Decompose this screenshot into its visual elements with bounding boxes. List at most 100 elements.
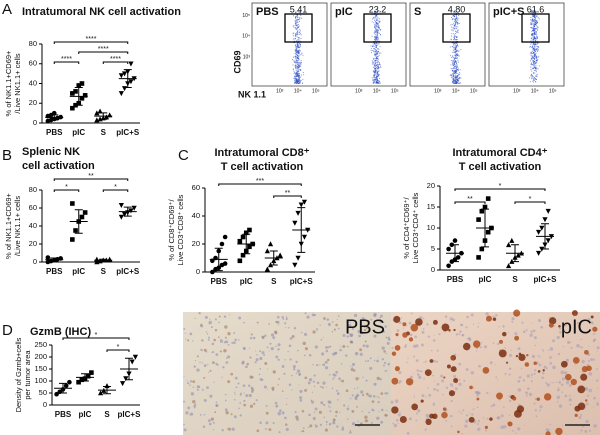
event-dot <box>370 45 372 47</box>
event-dot <box>533 79 535 81</box>
event-dot <box>296 74 298 76</box>
event-dot <box>453 15 455 17</box>
event-dot <box>295 46 297 48</box>
tissue-texture <box>386 341 390 345</box>
event-dot <box>452 15 454 17</box>
event-dot <box>294 60 296 62</box>
tissue-texture <box>214 328 218 332</box>
data-point <box>121 71 128 77</box>
data-point <box>243 230 249 236</box>
data-point <box>222 261 228 266</box>
event-dot <box>373 50 375 52</box>
tissue-texture <box>259 356 263 361</box>
event-dot <box>530 60 531 62</box>
event-dot <box>534 62 536 64</box>
event-dot <box>377 60 379 62</box>
event-dot <box>298 59 300 61</box>
tissue-texture <box>187 406 191 410</box>
significance-label: ** <box>285 190 291 197</box>
event-dot <box>454 37 455 39</box>
tissue-texture <box>307 426 310 429</box>
tissue-texture <box>279 409 282 413</box>
tissue-texture <box>316 364 319 367</box>
tissue-texture <box>495 376 498 379</box>
tissue-texture <box>327 400 330 403</box>
tissue-texture <box>357 329 361 334</box>
event-dot <box>298 64 300 66</box>
event-dot <box>453 59 455 61</box>
event-dot <box>457 69 459 71</box>
event-dot <box>293 40 295 42</box>
x-tick-label: pIC+S <box>290 277 314 286</box>
event-dot <box>293 77 295 79</box>
tissue-texture <box>268 323 270 325</box>
tissue-texture <box>539 405 543 409</box>
event-dot <box>456 50 458 52</box>
tissue-texture <box>588 345 590 347</box>
event-dot <box>375 15 377 17</box>
event-dot <box>295 77 297 79</box>
event-dot <box>373 74 375 76</box>
data-point <box>267 241 274 247</box>
stained-cell <box>590 315 594 319</box>
event-dot <box>294 81 295 83</box>
stained-cell <box>391 377 399 385</box>
event-dot <box>300 63 302 65</box>
event-dot <box>300 34 302 36</box>
event-dot <box>532 73 534 75</box>
tissue-texture <box>340 345 342 347</box>
tissue-texture <box>193 407 196 409</box>
event-dot <box>532 10 534 12</box>
tissue-texture <box>215 404 219 408</box>
event-dot <box>294 53 296 54</box>
stained-cell <box>469 385 473 390</box>
event-dot <box>536 34 538 36</box>
data-point <box>482 204 488 210</box>
tissue-texture <box>246 362 249 366</box>
event-dot <box>380 28 382 30</box>
event-dot <box>453 62 455 64</box>
event-dot <box>453 18 455 20</box>
event-dot <box>296 34 298 36</box>
tissue-texture <box>238 316 242 320</box>
event-dot <box>534 14 536 16</box>
event-dot <box>454 22 456 24</box>
event-dot <box>376 53 378 55</box>
event-dot <box>292 64 294 66</box>
error-bar <box>50 257 59 263</box>
panel-letter: A <box>2 1 12 18</box>
tissue-texture <box>436 383 440 386</box>
tissue-texture <box>458 378 461 381</box>
tissue-texture <box>406 431 410 435</box>
event-dot <box>378 70 380 72</box>
event-dot <box>457 32 459 34</box>
event-dot <box>453 71 455 73</box>
event-dot <box>456 43 458 45</box>
event-dot <box>534 11 536 13</box>
event-dot <box>537 48 539 50</box>
tissue-texture <box>323 416 325 419</box>
event-dot <box>375 53 377 55</box>
tissue-texture <box>469 412 471 414</box>
event-dot <box>532 62 534 64</box>
event-dot <box>453 27 455 29</box>
tissue-texture <box>415 419 418 422</box>
event-dot <box>457 29 459 31</box>
event-dot <box>452 30 454 32</box>
tissue-texture <box>592 339 596 343</box>
event-dot <box>298 51 300 53</box>
event-dot <box>455 45 457 47</box>
tissue-texture <box>223 341 226 344</box>
tissue-texture <box>558 404 563 408</box>
event-dot <box>534 49 536 51</box>
event-dot <box>451 23 453 25</box>
stained-cell <box>415 318 423 326</box>
event-dot <box>296 16 298 18</box>
significance-label: * <box>114 184 117 191</box>
data-point <box>79 81 85 86</box>
tissue-texture <box>278 378 280 380</box>
tissue-texture <box>477 419 480 423</box>
tissue-texture <box>203 413 206 416</box>
tissue-texture <box>515 432 517 434</box>
event-dot <box>535 67 537 69</box>
